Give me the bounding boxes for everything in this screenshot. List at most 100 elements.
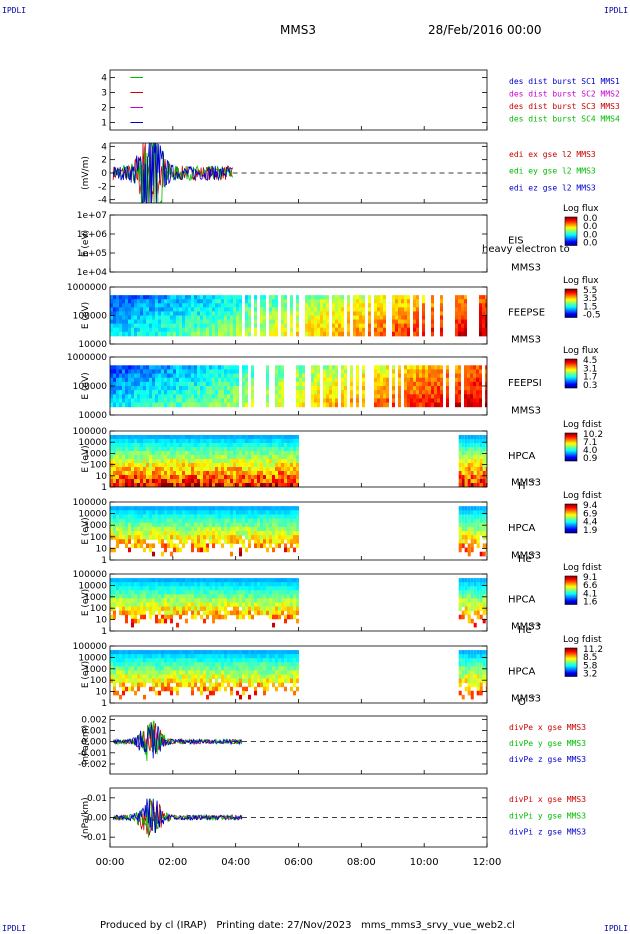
inst-label-eis: EIS [508,236,524,247]
panel-hpca_he [109,501,578,561]
spacecraft-title: MMS3 [280,23,316,37]
ytick-label-hpca_hepp: 10 [96,616,108,626]
ytick-label-hpca_h: 10 [96,472,108,482]
inst-label-feepsi: FEEPSI [508,378,542,389]
legend-divpe-2: divPe z gse MMS3 [509,755,586,764]
ylabel-divpe: (nPa/km) [81,725,91,765]
ytick-label-edi: -4 [98,196,107,206]
species-label-hpca_h: H [518,481,526,492]
panel-eis [109,214,578,273]
frame-burst [109,69,488,131]
species-label-hpca_o: O [518,697,526,708]
ytick-label-edi: -2 [98,182,107,192]
ytick-label-hpca_o: 1000 [84,665,107,675]
cbar-tick-hpca_h-3: 0.9 [583,454,598,464]
inst-label-feepse: FEEPSE [508,308,545,319]
legend-edi-0: edi ex gse l2 MMS3 [509,150,596,159]
ytick-label-burst: 3 [101,89,107,99]
cbar-tick-eis-3: 0.0 [583,239,598,249]
cbar-title-hpca_he: Log fdist [563,491,602,501]
ytick-label-hpca_o: 1 [101,699,107,709]
date-title: 28/Feb/2016 00:00 [428,23,542,37]
cbar-tick-hpca_hepp-2: 4.1 [583,589,597,599]
ylabel-divpi: (nPa/km) [81,797,91,837]
cbar-tick-hpca_he-0: 9.4 [583,501,598,511]
cbar-tick-hpca_he-2: 4.4 [583,518,598,528]
ylabel-feepsi: E (eV) [81,372,91,399]
sc-label-hpca_h: MMS3 [511,477,541,488]
cbar-tick-feepsi-2: 1.7 [583,373,597,383]
legend-burst-2: des dist burst SC3 MMS3 [509,102,620,111]
inst-label-hpca_he: HPCA [508,523,536,534]
ytick-label-hpca_he: 100 [90,533,107,543]
ytick-label-burst: 4 [101,74,107,84]
ytick-label-eis: 1e+06 [77,230,108,240]
legend-divpi-2: divPi z gse MMS3 [509,828,586,837]
heatmap-feepse [110,295,487,337]
ylabel-eis: E (eV) [81,230,91,257]
ytick-label-hpca_he: 10000 [78,510,107,520]
cbar-tick-feepsi-0: 4.5 [583,356,597,366]
heatmap-hpca_he [110,506,487,557]
ytick-label-edi: 2 [101,156,107,166]
series-edi-2 [112,142,233,204]
ytick-label-hpca_h: 1 [101,483,107,493]
ytick-label-feepse: 1000000 [67,283,107,293]
ytick-label-edi: 4 [101,142,107,152]
cbar-title-feepsi: Log flux [563,346,599,356]
ytick-label-hpca_o: 10 [96,688,108,698]
heatmap-hpca_h [110,435,487,487]
cbar-tick-hpca_h-1: 7.1 [583,438,597,448]
corner-label-top-left: IPDLI [2,6,27,15]
panel-feepsi [109,356,578,416]
ylabel-hpca_h: E (eV) [81,445,91,472]
legend-burst-1: des dist burst SC2 MMS2 [509,90,620,99]
ytick-label-hpca_he: 10 [96,544,108,554]
cbar-tick-feepse-1: 3.5 [583,294,597,304]
panel-divpe [109,715,488,775]
inst-label-hpca_h: HPCA [508,451,536,462]
colorbar-hpca_h [564,432,578,462]
ylabel-edi: (mV/m) [81,156,91,190]
ytick-label-hpca_h: 10000 [78,438,107,448]
ytick-label-hpca_h: 100 [90,461,107,471]
cbar-title-hpca_hepp: Log fdist [563,563,602,573]
time-tick-label: 00:00 [96,857,125,868]
colorbar-feepse [564,288,578,318]
panel-hpca_o [109,645,578,704]
legend-burst-3: des dist burst SC4 MMS4 [509,115,620,124]
ytick-label-divpi: 0.01 [87,794,107,804]
cbar-title-hpca_o: Log fdist [563,635,602,645]
series-divpi-2 [112,798,243,834]
cbar-tick-eis-0: 0.0 [583,214,598,224]
colorbar-hpca_o [564,647,578,677]
legend-burst-0: des dist burst SC1 MMS1 [509,77,620,86]
panel-burst [109,69,488,131]
ytick-label-divpe: 0.000 [81,738,107,748]
inst-label-hpca_o: HPCA [508,667,536,678]
time-tick-label: 10:00 [410,857,439,868]
cbar-tick-hpca_o-0: 11.2 [583,645,603,655]
ytick-label-burst: 1 [101,119,107,129]
ylabel-feepse: E (eV) [81,302,91,329]
ytick-label-divpi: 0.00 [87,814,107,824]
series-divpe-0 [112,722,243,753]
ytick-label-divpi: -0.01 [84,833,107,843]
ytick-label-divpe: 0.002 [81,715,107,725]
cbar-tick-hpca_o-1: 8.5 [583,653,597,663]
time-tick-label: 04:00 [221,857,250,868]
ytick-label-eis: 1e+07 [77,211,107,221]
legend-edi-2: edi ez gse l2 MMS3 [509,183,596,192]
cbar-tick-hpca_he-1: 6.9 [583,509,598,519]
sc-label-hpca_hepp: MMS3 [511,621,541,632]
ytick-label-hpca_he: 1 [101,556,107,566]
colorbar-feepsi [564,358,578,389]
ytick-label-hpca_o: 100000 [73,642,108,652]
cbar-tick-feepse-0: 5.5 [583,286,597,296]
ytick-label-hpca_h: 1000 [84,449,107,459]
ytick-label-divpe: -0.002 [78,760,107,770]
time-tick-label: 02:00 [158,857,187,868]
ytick-label-hpca_hepp: 100 [90,604,107,614]
charge-label-hpca_h: + [530,477,536,485]
cbar-tick-hpca_he-3: 1.9 [583,526,598,536]
